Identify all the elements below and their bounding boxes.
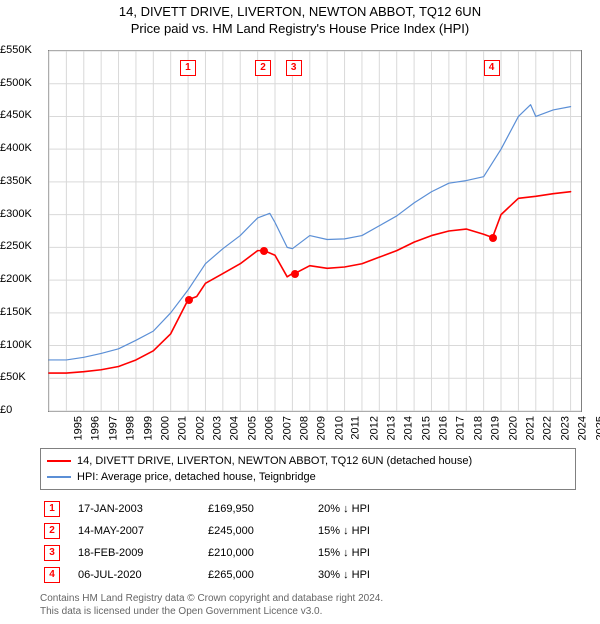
x-tick-label: 2015 [420,416,432,440]
y-tick-label: £500K [0,77,42,89]
sales-row-hpi: 20% ↓ HPI [318,503,418,515]
legend-swatch [47,476,71,478]
x-tick-label: 2000 [159,416,171,440]
sale-dot [291,270,299,278]
x-tick-label: 2007 [281,416,293,440]
x-tick-label: 2022 [542,416,554,440]
x-tick-label: 2012 [368,416,380,440]
x-tick-label: 1997 [107,416,119,440]
footer-line1: Contains HM Land Registry data © Crown c… [40,592,383,605]
x-tick-label: 2009 [316,416,328,440]
sales-row-price: £210,000 [208,547,318,559]
sales-row: 4 06-JUL-2020£265,00030% ↓ HPI [44,564,418,586]
y-tick-label: £0 [0,404,42,416]
sales-row-marker: 2 [44,523,60,539]
sales-row-date: 18-FEB-2009 [78,547,208,559]
sale-dot [489,234,497,242]
x-tick-label: 2016 [438,416,450,440]
event-marker: 3 [286,60,302,76]
x-tick-label: 2025 [594,416,600,440]
y-tick-label: £100K [0,339,42,351]
x-tick-label: 1995 [72,416,84,440]
chart-container: 14, DIVETT DRIVE, LIVERTON, NEWTON ABBOT… [0,4,600,624]
legend: 14, DIVETT DRIVE, LIVERTON, NEWTON ABBOT… [40,448,576,490]
legend-swatch [47,460,71,462]
x-tick-label: 2017 [455,416,467,440]
sales-row-hpi: 30% ↓ HPI [318,569,418,581]
sales-row-date: 17-JAN-2003 [78,503,208,515]
plot-svg [49,51,581,411]
sales-row-marker: 1 [44,501,60,517]
x-tick-label: 1998 [125,416,137,440]
sales-row-hpi: 15% ↓ HPI [318,525,418,537]
y-tick-label: £150K [0,306,42,318]
x-tick-label: 2014 [403,416,415,440]
sales-row: 1 17-JAN-2003£169,95020% ↓ HPI [44,498,418,520]
sales-row-price: £169,950 [208,503,318,515]
sales-table: 1 17-JAN-2003£169,95020% ↓ HPI 2 14-MAY-200… [44,498,418,586]
y-tick-label: £450K [0,109,42,121]
sales-row-date: 06-JUL-2020 [78,569,208,581]
y-tick-label: £550K [0,44,42,56]
x-tick-label: 2004 [229,416,241,440]
x-tick-label: 2005 [246,416,258,440]
legend-label: HPI: Average price, detached house, Teig… [77,471,316,483]
x-tick-label: 2024 [577,416,589,440]
y-tick-label: £50K [0,371,42,383]
x-tick-label: 1996 [90,416,102,440]
event-marker: 1 [180,60,196,76]
sale-dot [260,247,268,255]
sales-row-marker: 3 [44,545,60,561]
title-line1: 14, DIVETT DRIVE, LIVERTON, NEWTON ABBOT… [0,4,600,19]
y-tick-label: £350K [0,175,42,187]
x-tick-label: 1999 [142,416,154,440]
sales-row-hpi: 15% ↓ HPI [318,547,418,559]
legend-label: 14, DIVETT DRIVE, LIVERTON, NEWTON ABBOT… [77,455,472,467]
y-tick-label: £200K [0,273,42,285]
x-tick-label: 2006 [264,416,276,440]
x-tick-label: 2002 [194,416,206,440]
x-tick-label: 2008 [298,416,310,440]
legend-item: HPI: Average price, detached house, Teig… [47,469,569,485]
sales-row-marker: 4 [44,567,60,583]
x-tick-label: 2001 [177,416,189,440]
plot-area [48,50,582,412]
x-tick-label: 2023 [559,416,571,440]
x-tick-label: 2020 [507,416,519,440]
chart-titles: 14, DIVETT DRIVE, LIVERTON, NEWTON ABBOT… [0,4,600,36]
event-marker: 4 [484,60,500,76]
sales-row: 3 18-FEB-2009£210,00015% ↓ HPI [44,542,418,564]
sales-row-price: £245,000 [208,525,318,537]
sales-row: 2 14-MAY-2007£245,00015% ↓ HPI [44,520,418,542]
y-tick-label: £250K [0,240,42,252]
x-tick-label: 2013 [385,416,397,440]
x-tick-label: 2021 [525,416,537,440]
sales-row-price: £265,000 [208,569,318,581]
x-tick-label: 2018 [472,416,484,440]
y-tick-label: £400K [0,142,42,154]
x-tick-label: 2011 [350,416,362,440]
legend-item: 14, DIVETT DRIVE, LIVERTON, NEWTON ABBOT… [47,453,569,469]
x-tick-label: 2019 [490,416,502,440]
sale-dot [185,296,193,304]
x-tick-label: 2010 [333,416,345,440]
footer-attribution: Contains HM Land Registry data © Crown c… [40,592,383,618]
x-tick-label: 2003 [212,416,224,440]
footer-line2: This data is licensed under the Open Gov… [40,605,383,618]
sales-row-date: 14-MAY-2007 [78,525,208,537]
title-line2: Price paid vs. HM Land Registry's House … [0,21,600,36]
event-marker: 2 [255,60,271,76]
y-tick-label: £300K [0,208,42,220]
